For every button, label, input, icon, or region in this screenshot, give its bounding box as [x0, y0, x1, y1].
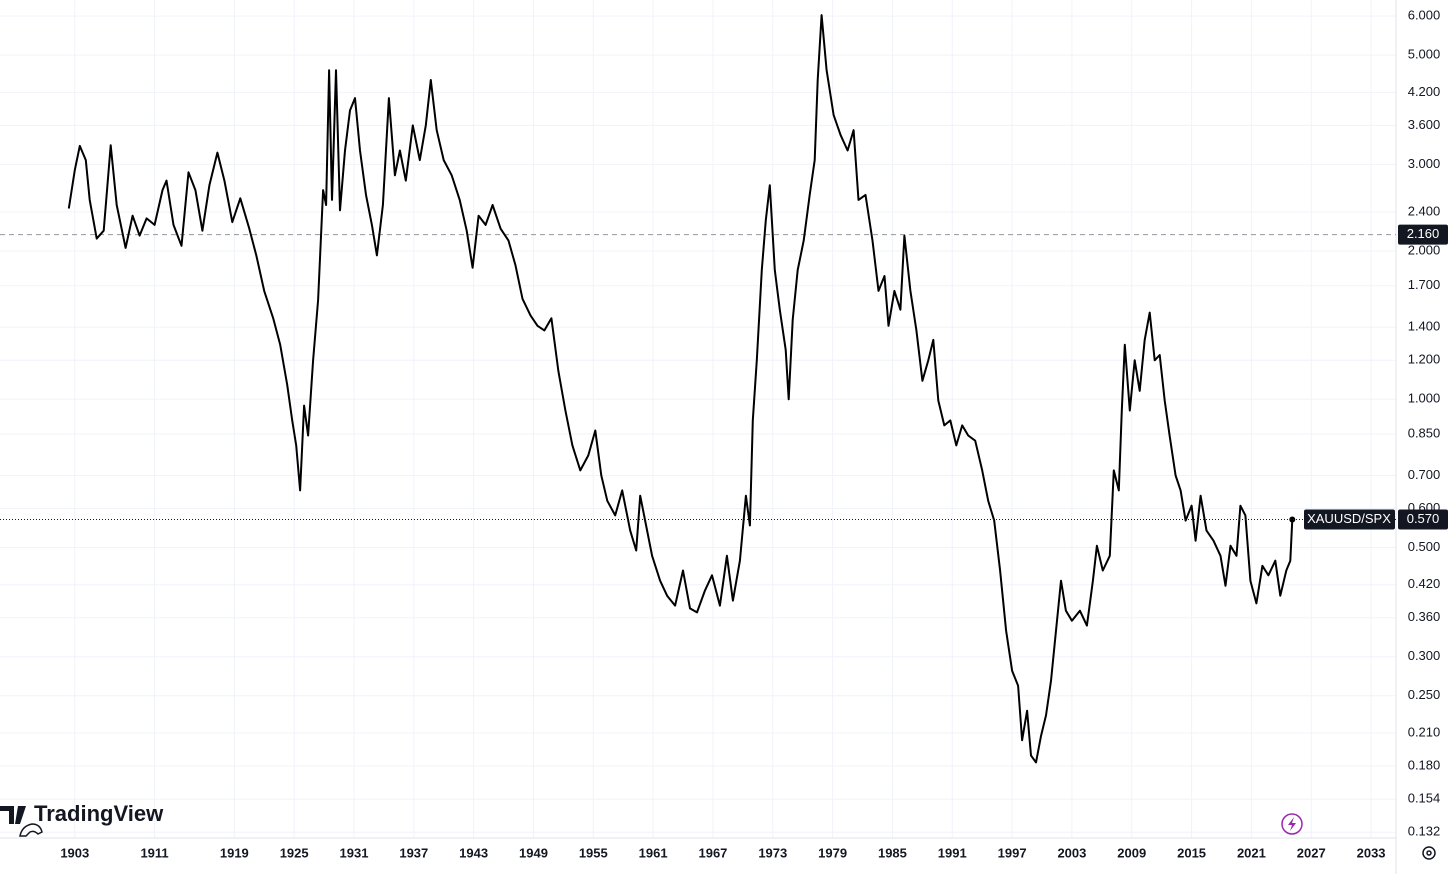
- x-tick-label: 1911: [140, 845, 168, 860]
- alert-icon[interactable]: [1281, 813, 1303, 835]
- y-tick-label: 6.000: [1408, 8, 1441, 23]
- x-tick-label: 1943: [459, 845, 488, 860]
- y-tick-label: 1.400: [1408, 319, 1441, 334]
- x-tick-label: 1903: [60, 845, 89, 860]
- price-tag: [1398, 509, 1448, 530]
- logo: [0, 806, 43, 837]
- y-tick-label: 3.600: [1408, 117, 1441, 132]
- x-tick-label: 1949: [519, 845, 548, 860]
- x-tick-label: 1985: [878, 845, 907, 860]
- y-tick-label: 0.210: [1408, 724, 1441, 739]
- y-tick-label: 0.360: [1408, 609, 1441, 624]
- x-tick-label: 1997: [998, 845, 1027, 860]
- x-tick-label: 1991: [938, 845, 967, 860]
- y-tick-label: 0.700: [1408, 467, 1441, 482]
- y-tick-label: 1.000: [1408, 391, 1441, 406]
- x-tick-label: 1979: [818, 845, 847, 860]
- series-name: XAUUSD/SPX: [1307, 511, 1391, 526]
- x-tick-label: 2015: [1177, 845, 1206, 860]
- x-tick-label: 1973: [758, 845, 787, 860]
- reference-label: 2.160: [1407, 226, 1440, 241]
- reference-tag: [1398, 224, 1448, 245]
- settings-icon[interactable]: [1422, 846, 1436, 860]
- y-tick-label: 0.154: [1408, 791, 1441, 806]
- x-tick-label: 1967: [698, 845, 727, 860]
- x-tick-label: 1937: [399, 845, 428, 860]
- gear-center: [1426, 850, 1432, 856]
- y-tick-label: 0.180: [1408, 757, 1441, 772]
- y-tick-label: 3.000: [1408, 156, 1441, 171]
- x-tick-label: 2003: [1057, 845, 1086, 860]
- y-tick-label: 1.700: [1408, 277, 1441, 292]
- last-point: [1289, 516, 1296, 523]
- x-tick-label: 1961: [639, 845, 668, 860]
- y-tick-label: 1.200: [1408, 352, 1441, 367]
- y-tick-label: 0.132: [1408, 824, 1441, 839]
- y-tick-label: 0.500: [1408, 539, 1441, 554]
- x-tick-label: 1925: [280, 845, 309, 860]
- logo-icon: [19, 823, 43, 837]
- x-tick-label: 2021: [1237, 845, 1266, 860]
- price-line: [67, 14, 1294, 764]
- price-label: 0.570: [1407, 511, 1440, 526]
- series-tag: [1304, 509, 1395, 530]
- y-tick-label: 0.850: [1408, 425, 1441, 440]
- alert-bolt: [1288, 817, 1296, 831]
- watermark: TradingView: [34, 801, 164, 826]
- y-tick-label: 2.400: [1408, 203, 1441, 218]
- y-tick-label: 4.200: [1408, 84, 1441, 99]
- x-tick-label: 1955: [579, 845, 608, 860]
- y-tick-label: 0.300: [1408, 648, 1441, 663]
- y-tick-label: 2.000: [1408, 242, 1441, 257]
- y-tick-label: 0.250: [1408, 687, 1441, 702]
- x-tick-label: 2009: [1117, 845, 1146, 860]
- y-tick-label: 5.000: [1408, 47, 1441, 62]
- x-tick-label: 2033: [1357, 845, 1386, 860]
- logo-mark: [0, 806, 26, 824]
- x-tick-label: 2027: [1297, 845, 1326, 860]
- x-tick-label: 1931: [340, 845, 369, 860]
- gear: [1422, 846, 1436, 860]
- y-tick-label: 0.420: [1408, 576, 1441, 591]
- x-tick-label: 1919: [220, 845, 249, 860]
